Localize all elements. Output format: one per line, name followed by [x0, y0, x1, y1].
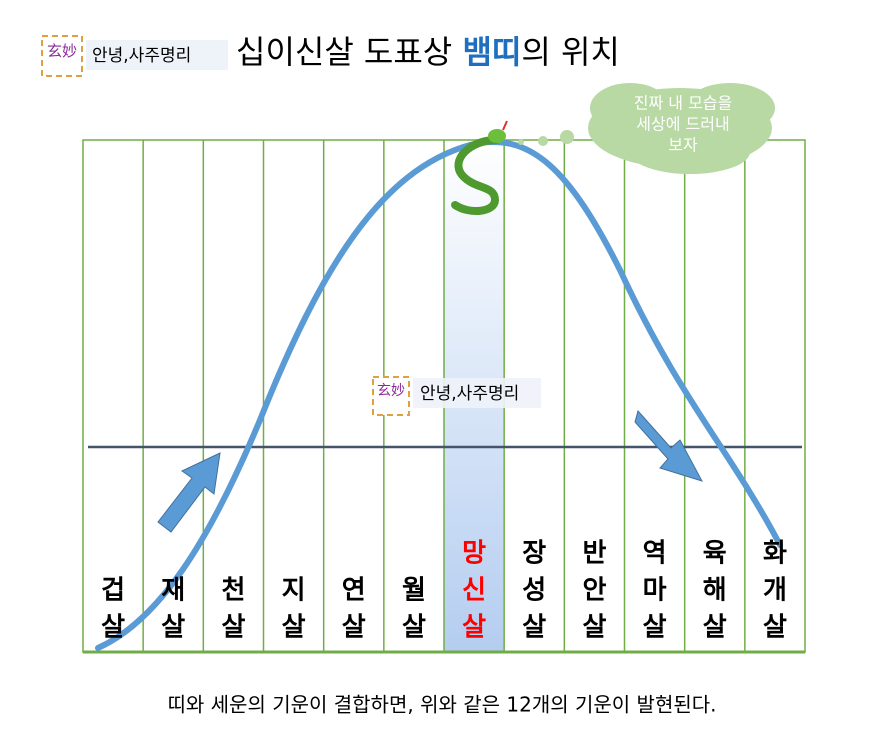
column-label: 살 — [703, 613, 727, 643]
column-label: 장 — [522, 539, 546, 569]
watermark-mark: 玄妙 — [377, 382, 405, 399]
watermark-label: 안녕,사주명리 — [420, 384, 519, 404]
arrow-down — [634, 409, 704, 482]
column-label: 개 — [763, 576, 787, 606]
caption: 띠와 세운의 기운이 결합하면, 위와 같은 12개의 기운이 발현된다. — [167, 693, 716, 717]
column-label: 망 — [462, 539, 486, 569]
column-label: 살 — [522, 613, 546, 643]
title-part: 십이신살 도표상 — [236, 33, 462, 71]
column-label: 월 — [402, 576, 426, 606]
column-label: 마 — [643, 576, 667, 606]
column-label: 안 — [582, 576, 606, 606]
column-label: 화 — [763, 539, 787, 569]
column-label: 살 — [763, 613, 787, 643]
logo-label: 안녕,사주명리 — [92, 46, 191, 66]
column-label: 살 — [582, 613, 606, 643]
column-label: 해 — [703, 576, 727, 606]
column-label: 신 — [462, 576, 486, 606]
column-label: 성 — [522, 576, 546, 606]
header-logo: 玄妙 안녕,사주명리 — [41, 35, 228, 77]
title-highlight: 뱀띠 — [462, 33, 521, 71]
column-label: 살 — [282, 613, 306, 643]
arrow-up — [157, 452, 221, 533]
title: 십이신살 도표상 뱀띠의 위치 — [236, 33, 620, 71]
column-label: 살 — [462, 613, 486, 643]
column-label: 지 — [282, 576, 306, 606]
column-label: 겁 — [101, 576, 125, 606]
column-label: 살 — [342, 613, 366, 643]
cloud-line: 진짜 내 모습을 — [634, 94, 733, 113]
column-label: 천 — [221, 576, 245, 606]
logo-mark: 玄妙 — [47, 42, 77, 60]
fortune-curve — [95, 138, 783, 651]
column-label: 살 — [161, 613, 185, 643]
watermark: 玄妙 안녕,사주명리 — [372, 376, 541, 416]
column-label: 살 — [101, 613, 125, 643]
snake-icon — [451, 120, 508, 215]
column-label: 살 — [221, 613, 245, 643]
column-label: 살 — [402, 613, 426, 643]
cloud-line: 보자 — [668, 136, 698, 155]
cloud-line: 세상에 드러내 — [636, 115, 729, 134]
column-label: 재 — [161, 576, 185, 606]
title-part: 의 위치 — [521, 33, 620, 71]
column-label: 반 — [582, 539, 606, 569]
column-label: 역 — [643, 539, 667, 569]
column-label: 연 — [342, 576, 366, 606]
column-label: 육 — [703, 539, 727, 569]
column-label: 살 — [643, 613, 667, 643]
cloud — [518, 83, 775, 174]
